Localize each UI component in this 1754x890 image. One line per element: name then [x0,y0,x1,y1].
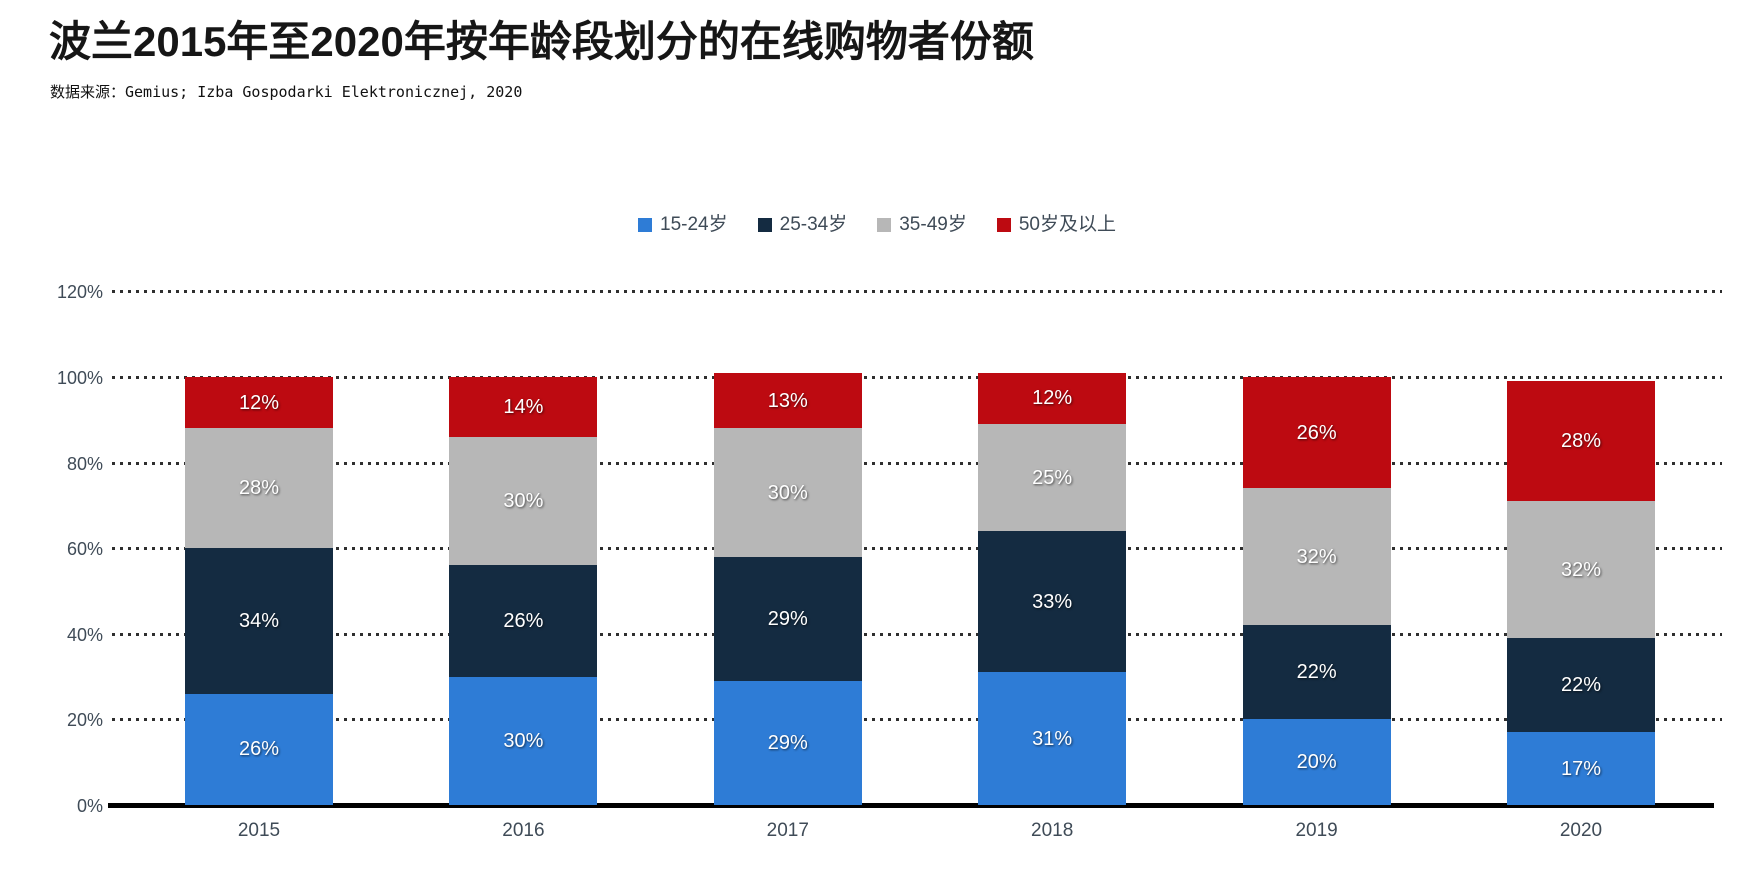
y-axis-tick-label: 0% [76,796,103,816]
bar-segment-50岁及以上: 14% [449,377,598,437]
y-axis-tick-label: 120% [56,282,103,303]
y-axis-tick-label: 40% [66,624,103,645]
legend-swatch-icon [638,218,653,232]
legend-item: 15-24岁 [638,212,728,238]
gridline-40% [112,632,1722,636]
bar-value-label: 17% [1560,757,1602,780]
bar-segment-50岁及以上: 12% [978,372,1127,425]
bar-value-label: 25% [1032,466,1073,489]
bar-value-label: 12% [1032,387,1073,410]
bar-value-label: 12% [238,391,280,414]
legend-item: 25-34岁 [757,212,848,238]
bar-value-label: 14% [503,395,544,418]
legend-label: 25-34岁 [779,214,848,235]
y-axis-tick-label: 60% [66,539,103,560]
bar-segment-35-49岁: 32% [1507,501,1655,639]
bar-2017: 13% 30% 29% 29% [713,372,862,805]
legend-swatch-icon [757,218,772,232]
bar-value-label: 26% [503,609,544,632]
bar-segment-35-49岁: 28% [185,428,333,549]
bar-value-label: 34% [238,609,280,632]
y-axis-tick-label: 20% [66,710,103,731]
bar-value-label: 22% [1296,661,1337,684]
x-axis-baseline [108,803,1714,808]
legend-item: 35-49岁 [877,212,967,238]
x-axis-label-2020: 2020 [1559,820,1603,841]
chart-title: 波兰2015年至2020年按年龄段划分的在线购物者份额 [49,18,1034,65]
bar-segment-50岁及以上: 13% [713,372,862,429]
legend-item: 50岁及以上 [996,212,1116,238]
bar-value-label: 29% [767,607,808,630]
y-axis-tick-label: 80% [66,453,103,474]
bar-2018: 12% 25% 33% 31% [978,372,1127,805]
legend: 15-24岁 25-34岁 35-49岁 50岁及以上 [0,212,1754,238]
bar-value-label: 20% [1296,751,1337,774]
bar-value-label: 32% [1560,558,1602,581]
bar-2016: 14% 30% 26% 30% [449,377,598,805]
bar-segment-15-24岁: 26% [185,693,333,805]
bar-segment-25-34岁: 22% [1242,625,1391,720]
bar-value-label: 29% [767,731,808,754]
bar-segment-50岁及以上: 28% [1507,381,1655,502]
bar-segment-25-34岁: 22% [1507,638,1655,733]
source-note: 数据来源：Gemius; Izba Gospodarki Elektronicz… [50,83,523,101]
bar-value-label: 26% [1296,421,1337,444]
bar-2019: 26% 32% 22% 20% [1242,377,1391,805]
bar-value-label: 22% [1560,674,1602,697]
bar-segment-25-34岁: 29% [713,556,862,681]
bar-segment-15-24岁: 20% [1242,719,1391,805]
bar-value-label: 13% [767,389,808,412]
bar-value-label: 33% [1032,590,1073,613]
legend-swatch-icon [996,218,1011,232]
bar-segment-35-49岁: 30% [449,436,598,566]
bar-segment-50岁及以上: 12% [185,377,333,429]
gridline-120% [112,290,1722,294]
bar-value-label: 28% [1560,430,1602,453]
gridline-100% [112,376,1722,379]
legend-label: 50岁及以上 [1018,214,1116,235]
bar-2020: 28% 32% 22% 17% [1507,381,1655,805]
bar-segment-35-49岁: 25% [978,424,1127,532]
gridline-20% [112,718,1722,722]
gridline-60% [112,547,1722,551]
x-axis-label-2016: 2016 [502,820,545,841]
bar-value-label: 30% [503,729,544,752]
bar-segment-15-24岁: 30% [449,676,598,805]
bar-value-label: 26% [238,738,280,761]
x-axis-label-2019: 2019 [1295,820,1338,841]
bar-segment-25-34岁: 34% [185,548,333,694]
bar-segment-15-24岁: 31% [978,672,1127,805]
bar-segment-35-49岁: 30% [713,428,862,557]
legend-swatch-icon [877,218,892,232]
legend-label: 35-49岁 [899,214,967,235]
y-axis-tick-label: 100% [56,368,103,388]
bar-2015: 12% 28% 34% 26% [185,377,333,805]
bar-value-label: 32% [1296,545,1337,568]
bar-segment-25-34岁: 26% [449,565,598,677]
legend-label: 15-24岁 [660,214,728,235]
bar-value-label: 30% [767,481,808,504]
bar-segment-25-34岁: 33% [978,531,1127,673]
x-axis-label-2015: 2015 [237,820,281,841]
bar-segment-15-24岁: 29% [713,680,862,805]
bar-segment-50岁及以上: 26% [1242,377,1391,489]
x-axis-label-2018: 2018 [1031,820,1074,841]
bar-segment-15-24岁: 17% [1507,732,1655,805]
bar-segment-35-49岁: 32% [1242,488,1391,626]
bar-value-label: 28% [238,477,280,500]
x-axis-label-2017: 2017 [766,820,809,841]
bar-value-label: 31% [1032,727,1073,750]
gridline-80% [112,461,1722,465]
bar-value-label: 30% [503,490,544,513]
